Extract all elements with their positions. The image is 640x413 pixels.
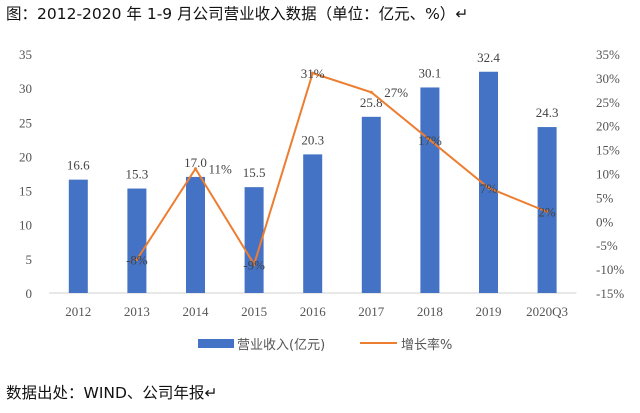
line-data-label: -9%	[243, 257, 265, 272]
left-axis-tick: 20	[19, 149, 32, 164]
x-axis-tick: 2012	[65, 304, 91, 319]
line-data-label: 2%	[538, 205, 556, 220]
right-axis-tick: -5%	[596, 238, 618, 253]
x-axis-tick: 2014	[183, 304, 210, 319]
right-axis-tick: 10%	[596, 167, 620, 182]
legend-line-label: 增长率%	[401, 337, 452, 353]
line-point	[135, 258, 139, 262]
right-axis-tick: 5%	[596, 190, 614, 205]
line-point	[545, 210, 549, 214]
figure-title: 图：2012-2020 年 1-9 月公司营业收入数据（单位：亿元、%）↵	[6, 5, 469, 23]
left-axis-tick: 5	[26, 252, 33, 267]
left-axis-tick: 25	[19, 115, 32, 130]
bar	[537, 127, 557, 294]
line-data-label: 7%	[480, 181, 498, 196]
x-axis-tick: 2019	[476, 304, 502, 319]
bar	[420, 87, 440, 294]
line-data-label: -8%	[126, 253, 148, 268]
bar	[68, 179, 88, 293]
right-axis-tick: 25%	[596, 95, 620, 110]
x-axis-tick: 2015	[241, 304, 267, 319]
bar	[244, 187, 264, 293]
left-axis-tick: 0	[26, 286, 33, 301]
data-source: 数据出处：WIND、公司年报↵	[6, 384, 218, 402]
right-axis-tick: -10%	[596, 262, 624, 277]
right-axis-tick: 0%	[596, 214, 614, 229]
line-point	[369, 90, 373, 94]
right-axis-tick: -15%	[596, 286, 624, 301]
bar-data-label: 15.3	[126, 167, 149, 182]
bar	[186, 176, 205, 293]
line-data-label: 31%	[301, 66, 325, 81]
bar-data-label: 20.3	[301, 132, 324, 147]
x-axis-tick: 2017	[358, 304, 385, 319]
bar	[361, 116, 381, 293]
bar	[479, 71, 498, 293]
bar-data-label: 32.4	[477, 50, 500, 65]
x-axis-tick: 2013	[124, 304, 150, 319]
left-axis-tick: 10	[19, 218, 32, 233]
line-point	[311, 71, 315, 75]
line-point	[194, 167, 197, 171]
bar-data-label: 16.6	[67, 158, 90, 173]
line-data-label: 17%	[418, 133, 442, 148]
bar-data-label: 15.5	[243, 165, 266, 180]
line-point	[487, 186, 490, 190]
growth-line	[136, 71, 548, 267]
right-axis-tick: 30%	[596, 71, 620, 86]
bar	[127, 188, 147, 293]
line-point	[252, 262, 256, 266]
legend-bar-label: 营业收入(亿元)	[237, 338, 325, 353]
left-axis-tick: 35	[19, 47, 32, 62]
line-data-label: 27%	[384, 85, 408, 100]
right-axis-tick: 15%	[596, 143, 620, 158]
left-axis-tick: 15	[19, 184, 32, 199]
bar-data-label: 25.8	[360, 95, 383, 110]
right-axis-tick: 35%	[596, 47, 620, 62]
bar-data-label: 24.3	[536, 105, 559, 120]
left-axis-tick: 30	[19, 81, 32, 96]
line-point	[428, 138, 432, 142]
bar-data-label: 17.0	[184, 155, 207, 170]
x-axis-tick: 2018	[417, 304, 443, 319]
bar-data-label: 30.1	[419, 65, 442, 80]
x-axis-tick: 2016	[300, 304, 327, 319]
x-axis-tick: 2020Q3	[526, 304, 568, 319]
legend-bar-swatch	[198, 339, 234, 348]
bar	[303, 154, 323, 293]
right-axis-tick: 20%	[596, 119, 620, 134]
line-data-label: 11%	[209, 162, 233, 177]
